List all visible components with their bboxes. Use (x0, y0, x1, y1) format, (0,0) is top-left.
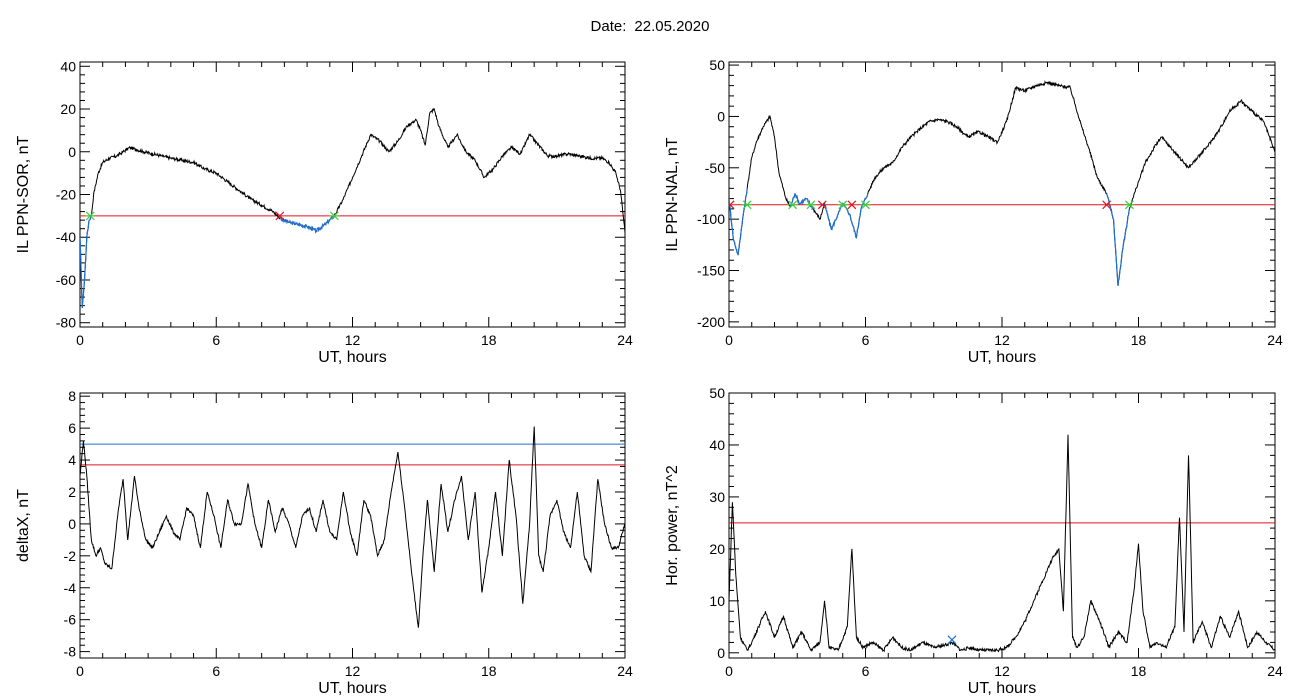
plot-frame (728, 61, 1276, 328)
x-axis-label: UT, hours (968, 349, 1036, 366)
y-tick-label: -50 (705, 160, 725, 176)
marker-red (729, 200, 735, 210)
panel-il-ppn-nal: 0 6 12 18 24 -200 -150 -100 -50 0 50 UT, hours IL PP… (664, 57, 1283, 366)
y-tick-label: 2 (68, 484, 76, 500)
x-tick-label: 0 (76, 332, 84, 348)
marker-stroke (1102, 200, 1112, 210)
x-tick-label: 6 (862, 663, 870, 679)
data-trace (729, 434, 1275, 653)
date-label: Date: (590, 18, 627, 35)
y-tick-label: -40 (56, 229, 76, 245)
y-tick-label: 0 (68, 144, 76, 160)
highlight-segment (80, 215, 92, 308)
marker-blue (947, 635, 957, 645)
y-tick-label: 6 (68, 420, 76, 436)
x-tick-label: 24 (1267, 332, 1283, 348)
plot-area (729, 434, 1275, 653)
y-tick-label: 50 (709, 57, 725, 73)
x-tick-label: 18 (1131, 332, 1147, 348)
marker-green (860, 200, 871, 210)
marker-stroke (847, 200, 857, 210)
x-tick-label: 12 (994, 663, 1010, 679)
y-tick-label: -8 (64, 644, 77, 660)
x-tick-label: 6 (212, 332, 220, 348)
x-tick-label: 24 (617, 663, 633, 679)
marker-green (85, 211, 96, 221)
date-value: 22.05.2020 (634, 18, 710, 35)
y-tick-label: 50 (709, 385, 725, 401)
y-tick-label: 40 (709, 437, 725, 453)
plot-area (80, 426, 625, 628)
x-tick-label: 0 (76, 663, 84, 679)
y-tick-label: -2 (64, 548, 77, 564)
panel-il-ppn-sor: 0 6 12 18 24 -80 -60 -40 -20 0 20 40 UT, hours IL PPN… (15, 58, 633, 366)
y-tick-label: 8 (68, 388, 76, 404)
x-tick-label: 0 (725, 332, 733, 348)
x-tick-label: 0 (725, 663, 733, 679)
marker-stroke (817, 200, 827, 210)
x-tick-label: 12 (345, 663, 361, 679)
y-tick-label: -200 (697, 314, 725, 330)
x-axis-label: UT, hours (318, 680, 386, 697)
marker-green (787, 200, 798, 210)
y-axis-label: IL PPN-NAL, nT (664, 137, 681, 251)
y-tick-label: 0 (717, 645, 725, 661)
y-tick-label: 10 (709, 593, 725, 609)
plot-frame (79, 61, 626, 328)
x-tick-label: 6 (862, 332, 870, 348)
y-axis-label: deltaX, nT (15, 489, 32, 562)
marker-stroke (729, 200, 735, 207)
y-tick-label: -80 (56, 315, 76, 331)
plot-frame (728, 392, 1276, 659)
y-tick-label: -150 (697, 263, 725, 279)
data-trace (729, 79, 1275, 286)
plot-area (729, 79, 1275, 286)
page-title: Date: 22.05.2020 (0, 18, 1300, 35)
y-tick-label: 20 (60, 101, 76, 117)
plot-area (80, 108, 625, 308)
marker-red (817, 200, 827, 210)
x-axis-label: UT, hours (968, 680, 1036, 697)
y-tick-label: 30 (709, 489, 725, 505)
y-axis-label: Hor. power, nT^2 (664, 465, 681, 586)
marker-green (805, 200, 816, 210)
marker-green (329, 211, 340, 221)
x-axis-label: UT, hours (318, 349, 386, 366)
marker-red (847, 200, 857, 210)
highlight-segment (729, 188, 748, 256)
marker-red (275, 211, 285, 221)
y-tick-label: 0 (68, 516, 76, 532)
y-tick-label: 20 (709, 541, 725, 557)
data-trace (80, 108, 625, 308)
y-tick-label: -20 (56, 187, 76, 203)
marker-green (742, 200, 753, 210)
x-tick-label: 12 (345, 332, 361, 348)
data-trace (80, 426, 625, 628)
x-tick-label: 18 (481, 663, 497, 679)
panel-hor-power: 0 6 12 18 24 0 10 20 30 40 50 UT, hours Hor. power, … (664, 385, 1283, 697)
marker-green (1124, 200, 1135, 210)
x-tick-label: 12 (994, 332, 1010, 348)
x-tick-label: 24 (1267, 663, 1283, 679)
y-tick-label: -60 (56, 272, 76, 288)
highlight-segment (823, 193, 869, 239)
x-tick-label: 24 (617, 332, 633, 348)
y-tick-label: -6 (64, 612, 77, 628)
highlight-segment (279, 214, 335, 234)
y-tick-label: -4 (64, 580, 77, 596)
marker-green (837, 200, 848, 210)
x-tick-label: 18 (1131, 663, 1147, 679)
y-tick-label: 4 (68, 452, 76, 468)
y-tick-label: 0 (717, 108, 725, 124)
y-axis-label: IL PPN-SOR, nT (15, 135, 32, 253)
y-tick-label: 40 (60, 58, 76, 74)
marker-stroke (275, 211, 285, 221)
x-tick-label: 18 (481, 332, 497, 348)
marker-red (1102, 200, 1112, 210)
marker-stroke (947, 635, 957, 645)
x-tick-label: 6 (212, 663, 220, 679)
y-tick-label: -100 (697, 211, 725, 227)
